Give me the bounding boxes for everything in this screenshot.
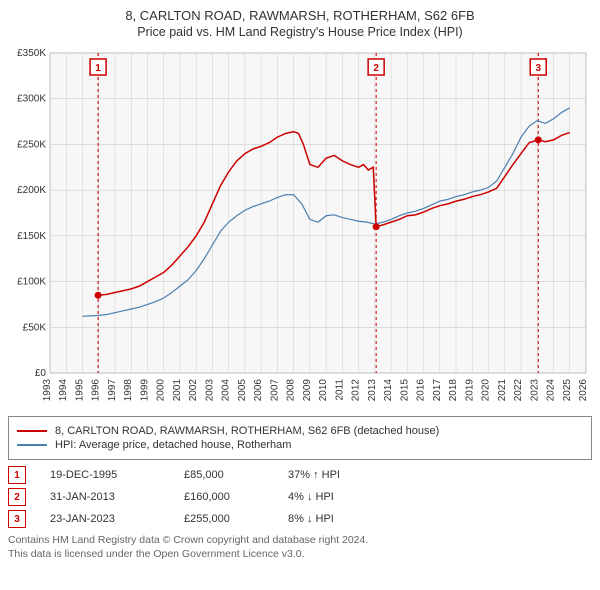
footer-attribution: Contains HM Land Registry data © Crown c… [8, 534, 592, 561]
svg-text:2013: 2013 [367, 379, 378, 402]
legend-row-property: 8, CARLTON ROAD, RAWMARSH, ROTHERHAM, S6… [17, 425, 583, 437]
svg-text:2025: 2025 [562, 379, 573, 402]
transactions-table: 1 19-DEC-1995 £85,000 37% ↑ HPI 2 31-JAN… [8, 466, 592, 528]
chart-title-block: 8, CARLTON ROAD, RAWMARSH, ROTHERHAM, S6… [8, 8, 592, 39]
svg-text:2008: 2008 [286, 379, 297, 402]
svg-text:2014: 2014 [383, 379, 394, 402]
chart-container: £0 £50K £100K £150K £200K £250K £300K £350K 1993… [8, 45, 592, 408]
svg-text:1993: 1993 [42, 379, 53, 402]
svg-text:£150K: £150K [17, 231, 46, 242]
svg-text:2003: 2003 [204, 379, 215, 402]
marker-badge-2: 2 [8, 488, 26, 506]
marker-badge-1: 1 [8, 466, 26, 484]
legend-label-property: 8, CARLTON ROAD, RAWMARSH, ROTHERHAM, S6… [55, 425, 439, 437]
svg-text:2004: 2004 [221, 379, 232, 402]
svg-text:£250K: £250K [17, 139, 46, 150]
svg-text:£200K: £200K [17, 185, 46, 196]
svg-text:1998: 1998 [123, 379, 134, 402]
svg-text:2018: 2018 [448, 379, 459, 402]
svg-text:£100K: £100K [17, 277, 46, 288]
transaction-row: 2 31-JAN-2013 £160,000 4% ↓ HPI [8, 488, 592, 506]
svg-text:2000: 2000 [156, 379, 167, 402]
svg-text:£50K: £50K [23, 322, 47, 333]
transaction-price: £255,000 [184, 513, 264, 525]
svg-text:2016: 2016 [416, 379, 427, 402]
svg-text:2023: 2023 [529, 379, 540, 402]
svg-text:2017: 2017 [432, 379, 443, 402]
svg-text:1994: 1994 [58, 379, 69, 402]
svg-text:2002: 2002 [188, 379, 199, 402]
svg-text:2022: 2022 [513, 379, 524, 402]
transaction-price: £160,000 [184, 491, 264, 503]
transaction-pct: 37% ↑ HPI [288, 469, 388, 481]
svg-text:1996: 1996 [91, 379, 102, 402]
svg-text:1997: 1997 [107, 379, 118, 402]
footer-line-2: This data is licensed under the Open Gov… [8, 548, 592, 562]
svg-text:2007: 2007 [269, 379, 280, 402]
transaction-row: 3 23-JAN-2023 £255,000 8% ↓ HPI [8, 510, 592, 528]
svg-text:2006: 2006 [253, 379, 264, 402]
transaction-pct: 4% ↓ HPI [288, 491, 388, 503]
price-chart: £0 £50K £100K £150K £200K £250K £300K £350K 1993… [8, 45, 592, 405]
svg-text:1999: 1999 [139, 379, 150, 402]
svg-text:1: 1 [95, 63, 101, 74]
svg-text:2009: 2009 [302, 379, 313, 402]
transaction-date: 23-JAN-2023 [50, 513, 160, 525]
transaction-date: 19-DEC-1995 [50, 469, 160, 481]
transaction-pct: 8% ↓ HPI [288, 513, 388, 525]
svg-text:1995: 1995 [74, 379, 85, 402]
legend-swatch-property [17, 430, 47, 432]
svg-text:2015: 2015 [399, 379, 410, 402]
svg-text:£0: £0 [35, 368, 47, 379]
transaction-price: £85,000 [184, 469, 264, 481]
svg-text:2010: 2010 [318, 379, 329, 402]
svg-text:2012: 2012 [351, 379, 362, 402]
svg-text:2005: 2005 [237, 379, 248, 402]
title-line-2: Price paid vs. HM Land Registry's House … [8, 25, 592, 39]
svg-text:2011: 2011 [334, 379, 345, 401]
svg-text:2: 2 [373, 63, 379, 74]
svg-text:2001: 2001 [172, 379, 183, 402]
marker-badge-3: 3 [8, 510, 26, 528]
footer-line-1: Contains HM Land Registry data © Crown c… [8, 534, 592, 548]
legend-row-hpi: HPI: Average price, detached house, Roth… [17, 439, 583, 451]
svg-text:2020: 2020 [481, 379, 492, 402]
svg-text:2026: 2026 [578, 379, 589, 402]
svg-text:£300K: £300K [17, 94, 46, 105]
svg-text:3: 3 [535, 63, 541, 74]
svg-text:2019: 2019 [464, 379, 475, 402]
svg-text:£350K: £350K [17, 48, 46, 59]
svg-text:2021: 2021 [497, 379, 508, 402]
transaction-row: 1 19-DEC-1995 £85,000 37% ↑ HPI [8, 466, 592, 484]
svg-text:2024: 2024 [546, 379, 557, 402]
legend-swatch-hpi [17, 444, 47, 446]
legend-label-hpi: HPI: Average price, detached house, Roth… [55, 439, 291, 451]
title-line-1: 8, CARLTON ROAD, RAWMARSH, ROTHERHAM, S6… [8, 8, 592, 23]
transaction-date: 31-JAN-2013 [50, 491, 160, 503]
legend: 8, CARLTON ROAD, RAWMARSH, ROTHERHAM, S6… [8, 416, 592, 460]
